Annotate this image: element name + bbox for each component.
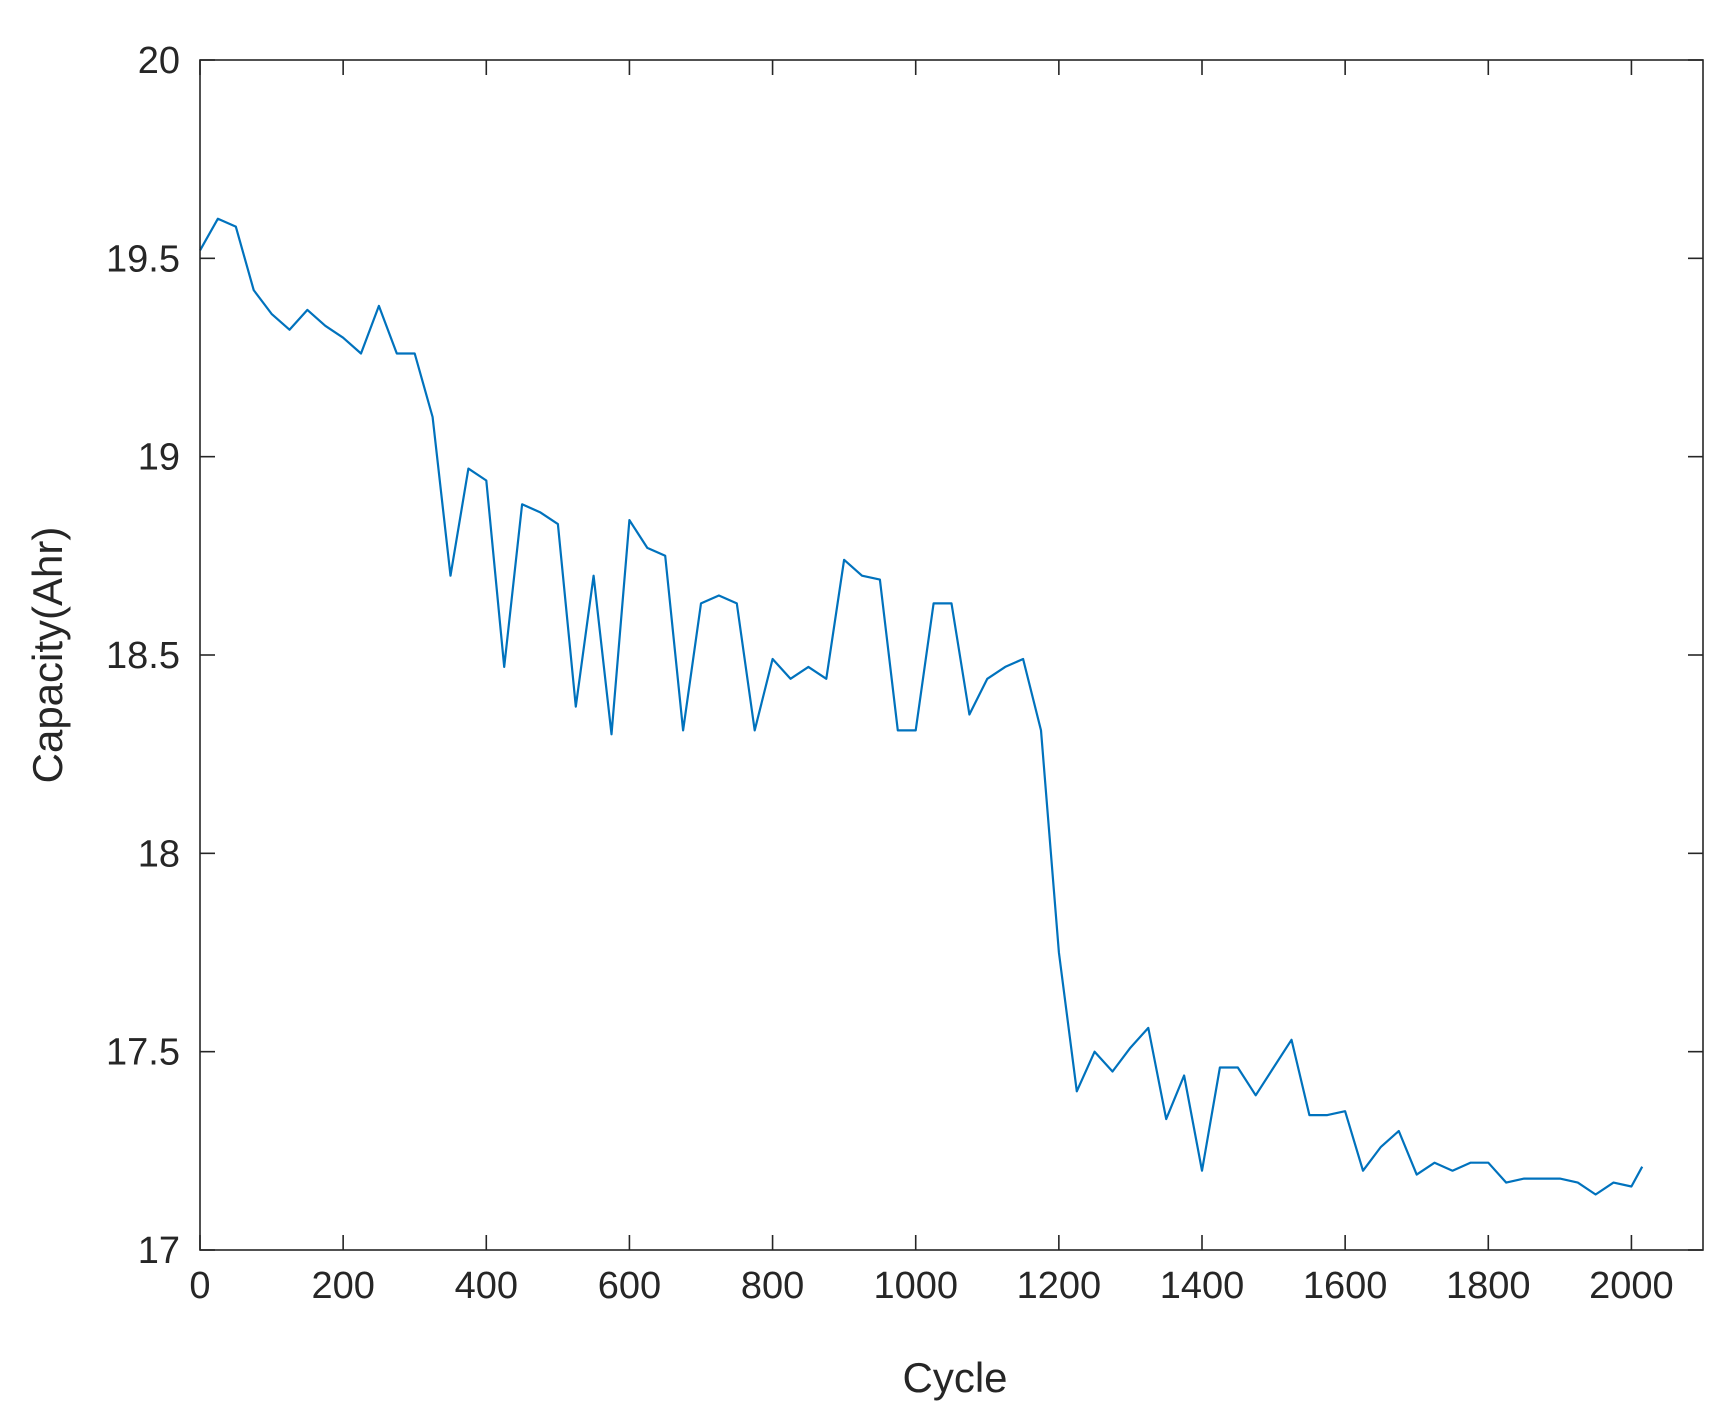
y-tick-label: 19.5	[106, 238, 180, 280]
x-tick-label: 1200	[1017, 1265, 1102, 1307]
y-axis-label: Capacity(Ahr)	[24, 527, 71, 784]
y-tick-label: 20	[138, 40, 180, 82]
x-tick-label: 600	[598, 1265, 661, 1307]
plot-area	[199, 59, 1704, 1251]
x-tick-label: 400	[455, 1265, 518, 1307]
x-tick-label: 1000	[873, 1265, 958, 1307]
x-tick-label: 800	[741, 1265, 804, 1307]
x-tick-label: 0	[189, 1265, 210, 1307]
x-tick-label: 2000	[1589, 1265, 1674, 1307]
x-tick-label: 1400	[1160, 1265, 1245, 1307]
y-tick-label: 18	[138, 833, 180, 875]
x-tick-label: 200	[311, 1265, 374, 1307]
y-tick-label: 17	[138, 1230, 180, 1272]
x-axis-label: Cycle	[902, 1354, 1007, 1401]
y-tick-labels: 17 17.5 18 18.5 19 19.5 20	[106, 40, 180, 1272]
plot-background	[200, 60, 1703, 1250]
x-tick-labels: 0 200 400 600 800 1000 1200 1400 1600 1800 2000	[189, 1265, 1673, 1307]
y-tick-label: 18.5	[106, 635, 180, 677]
capacity-series-line	[199, 217, 1644, 1196]
x-tick-label: 1800	[1446, 1265, 1531, 1307]
y-tick-label: 19	[138, 437, 180, 479]
x-tick-label: 1600	[1303, 1265, 1388, 1307]
y-tick-label: 17.5	[106, 1032, 180, 1074]
axis-ticks	[199, 59, 1703, 1251]
